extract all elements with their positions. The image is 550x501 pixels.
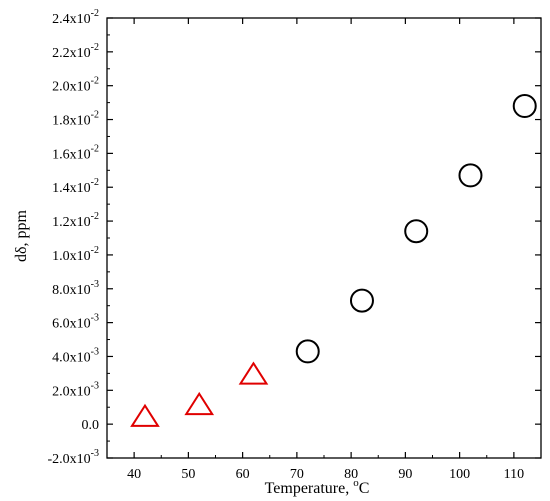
y-tick-label: 2.0x10-2 xyxy=(52,76,99,95)
y-tick-exponent: -2 xyxy=(91,143,99,154)
x-tick-label: 50 xyxy=(181,467,195,482)
data-point-triangle xyxy=(184,391,215,416)
y-tick-exponent: -3 xyxy=(91,380,99,391)
y-tick-exponent: -3 xyxy=(91,448,99,459)
x-tick-label: 40 xyxy=(127,467,141,482)
y-tick-label: 6.0x10-3 xyxy=(52,313,99,332)
y-tick-label: 2.0x10-3 xyxy=(52,380,99,399)
y-tick-exponent: -2 xyxy=(91,8,99,19)
x-tick-label: 90 xyxy=(398,467,412,482)
y-tick-label: 1.0x10-2 xyxy=(52,245,99,264)
data-point-circle xyxy=(458,163,483,188)
x-axis-title-unit: C xyxy=(359,480,370,497)
y-tick-label: 8.0x10-3 xyxy=(52,279,99,298)
degree-symbol: o xyxy=(353,477,359,489)
y-tick-label: -2.0x10-3 xyxy=(47,448,99,467)
x-axis-title: Temperature, oC xyxy=(265,477,370,497)
y-tick-exponent: -3 xyxy=(91,279,99,290)
y-tick-label: 1.4x10-2 xyxy=(52,177,99,196)
data-point-circle xyxy=(295,339,320,364)
y-tick-label: 4.0x10-3 xyxy=(52,346,99,365)
y-axis-title: dδ, ppm xyxy=(13,209,30,262)
y-tick-label: 2.2x10-2 xyxy=(52,42,99,61)
y-tick-label: 0.0 xyxy=(82,418,100,433)
y-tick-exponent: -2 xyxy=(91,211,99,222)
y-tick-exponent: -2 xyxy=(91,42,99,53)
y-tick-label: 1.2x10-2 xyxy=(52,211,99,230)
y-tick-exponent: -2 xyxy=(91,110,99,121)
x-tick-label: 80 xyxy=(344,467,358,482)
data-point-triangle xyxy=(238,361,269,385)
y-tick-exponent: -2 xyxy=(91,76,99,87)
x-axis-title-main: Temperature, xyxy=(265,480,354,497)
x-tick-label: 60 xyxy=(236,467,250,482)
y-tick-label: 2.4x10-2 xyxy=(52,8,99,27)
y-tick-exponent: -2 xyxy=(91,177,99,188)
y-tick-exponent: -2 xyxy=(91,245,99,256)
x-axis-ticks: 40 50 60 70 80 90 100 110 xyxy=(106,18,542,482)
data-point-circle xyxy=(349,288,374,313)
data-markers xyxy=(130,94,537,427)
x-tick-label: 70 xyxy=(290,467,304,482)
y-tick-exponent: -3 xyxy=(91,346,99,357)
y-axis-ticks: -2.0x10-3 0.0 2.0x10-3 4.0x10-3 6.0x10-3 8.0x… xyxy=(47,8,541,467)
y-tick-label: 1.8x10-2 xyxy=(52,110,99,129)
data-point-circle xyxy=(404,219,429,244)
y-tick-label: 1.6x10-2 xyxy=(52,143,99,162)
x-tick-label: 100 xyxy=(449,467,470,482)
data-point-triangle xyxy=(130,403,160,427)
x-tick-label: 110 xyxy=(504,467,524,482)
data-point-circle xyxy=(512,94,537,118)
y-tick-exponent: -3 xyxy=(91,313,99,324)
